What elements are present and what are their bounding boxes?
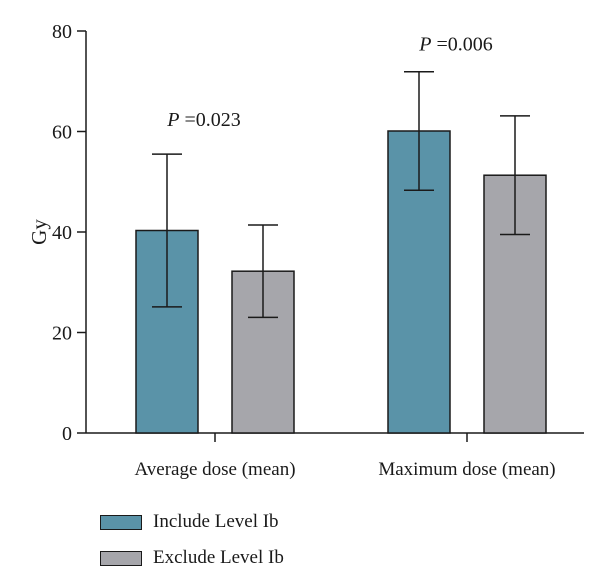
x-tick-label: Average dose (mean): [134, 459, 295, 480]
x-tick-label: Maximum dose (mean): [378, 459, 555, 480]
y-axis-label: Gy: [27, 219, 51, 245]
p-value-annotation: P =0.006: [418, 34, 493, 56]
p-value-annotation: P =0.023: [166, 109, 241, 131]
legend-item-exclude: Exclude Level Ib: [100, 547, 284, 568]
y-tick-label: 80: [52, 21, 72, 43]
y-tick-label: 40: [52, 222, 72, 244]
legend: Include Level Ib Exclude Level Ib: [100, 511, 284, 584]
axes: 0 20 40 60 80 Gy Average dose (mean) Maximum do…: [27, 21, 584, 480]
error-bars: [152, 70, 530, 319]
legend-label-exclude: Exclude Level Ib: [153, 547, 284, 568]
legend-item-include: Include Level Ib: [100, 511, 284, 532]
legend-swatch-exclude: [100, 550, 142, 566]
bars: [135, 130, 547, 434]
y-tick-label: 20: [52, 323, 72, 345]
bar-chart: 0 20 40 60 80 Gy Average dose (mean) Maximum do…: [27, 21, 584, 480]
y-tick-label: 60: [52, 122, 72, 144]
legend-swatch-include: [100, 514, 142, 530]
y-tick-label: 0: [62, 423, 72, 445]
legend-label-include: Include Level Ib: [153, 511, 279, 532]
annotations: P =0.023 P =0.006: [166, 34, 493, 131]
